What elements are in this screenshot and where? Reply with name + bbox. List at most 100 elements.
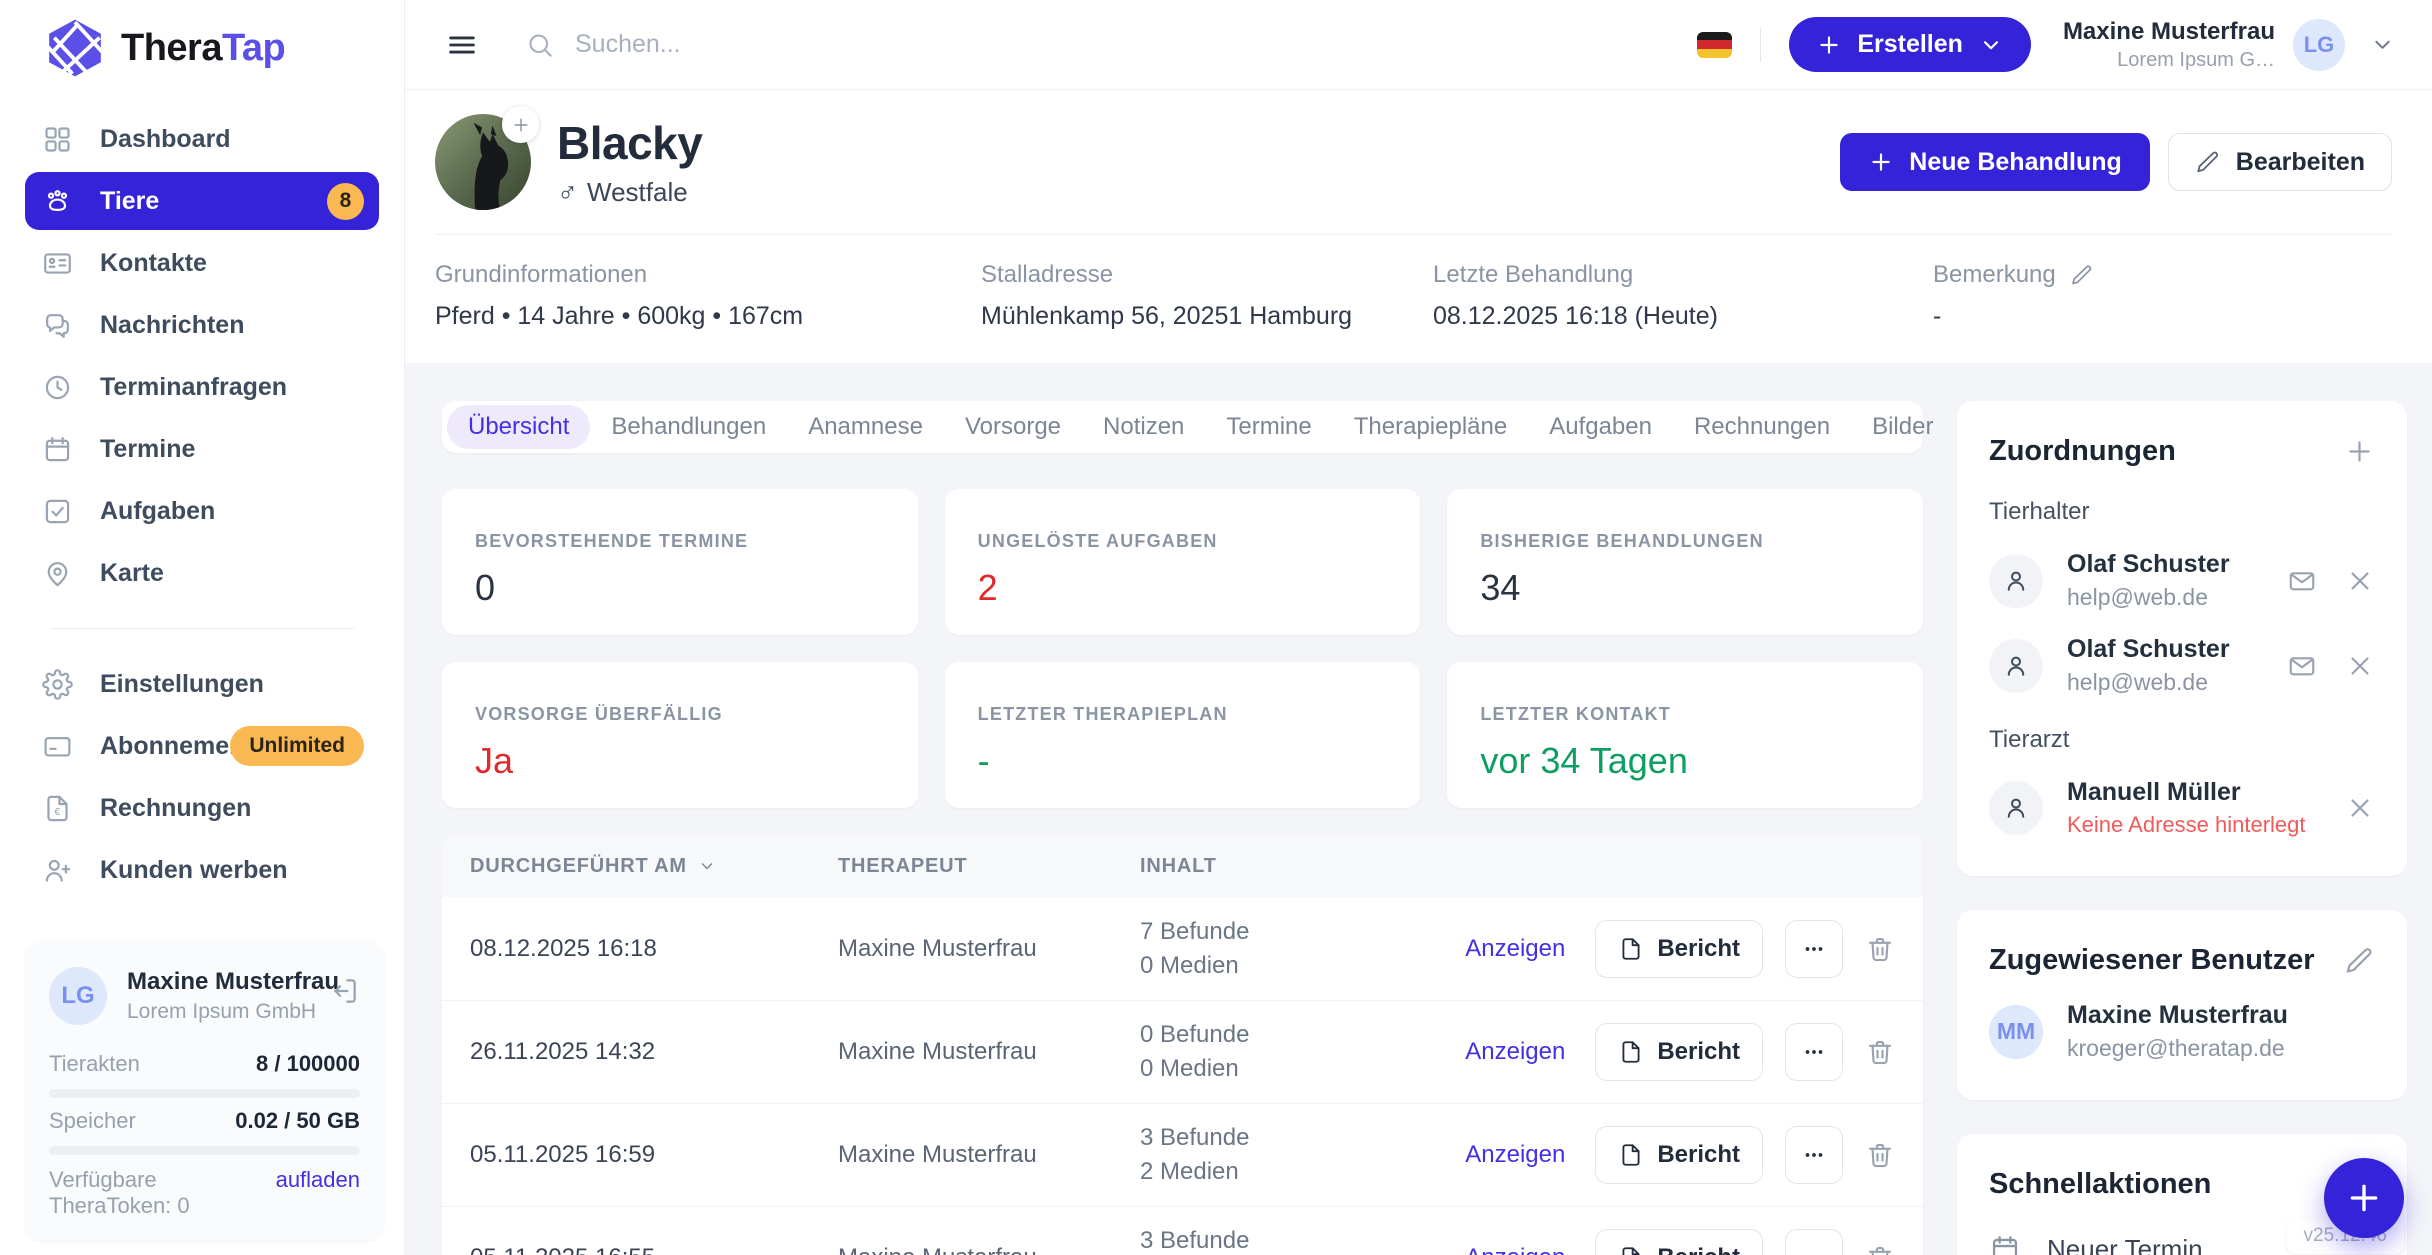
stat-label: UNGELÖSTE AUFGABEN xyxy=(977,531,1218,551)
remove-icon[interactable] xyxy=(2345,651,2375,681)
view-link[interactable]: Anzeigen xyxy=(1465,1141,1566,1168)
sidebar-item-rechnungen[interactable]: Rechnungen xyxy=(25,779,379,837)
tierakten-value: 8 / 100000 xyxy=(256,1051,360,1076)
medien-count: 0 Medien xyxy=(1140,951,1239,979)
patient-tabs: Übersicht Behandlungen Anamnese Vorsorge… xyxy=(442,401,2213,453)
more-actions-button[interactable] xyxy=(1785,1023,1843,1081)
stat-cards-row-1: BEVORSTEHENDE TERMINE 0 UNGELÖSTE AUFGAB… xyxy=(442,489,1924,635)
stat-value: vor 34 Tagen xyxy=(1480,740,1688,781)
logout-icon[interactable] xyxy=(328,975,360,1007)
stat-card-kontakt: LETZTER KONTAKT vor 34 Tagen xyxy=(1447,662,1924,808)
quick-action-new-appointment[interactable]: Neuer Termin xyxy=(1989,1233,2375,1255)
stat-label: VORSORGE ÜBERFÄLLIG xyxy=(475,704,723,724)
pencil-icon[interactable] xyxy=(2070,263,2094,287)
tab-therapieplaene[interactable]: Therapiepläne xyxy=(1353,413,1508,440)
sidebar-item-nachrichten[interactable]: Nachrichten xyxy=(25,296,379,354)
remove-icon[interactable] xyxy=(2345,566,2375,596)
tab-bilder[interactable]: Bilder xyxy=(1872,413,1934,440)
cell-therapeut: Maxine Musterfrau xyxy=(838,934,1037,962)
sidebar-item-termine[interactable]: Termine xyxy=(25,420,379,478)
treatments-table: DURCHGEFÜHRT AM THERAPEUT INHALT 08.12.2… xyxy=(442,835,1923,1255)
mail-icon[interactable] xyxy=(2287,651,2317,681)
more-actions-button[interactable] xyxy=(1785,1229,1843,1255)
sort-chevron-icon[interactable] xyxy=(697,856,717,876)
trash-icon[interactable] xyxy=(1865,1140,1895,1170)
content-area: Übersicht Behandlungen Anamnese Vorsorge… xyxy=(405,363,2432,1255)
more-actions-button[interactable] xyxy=(1785,919,1843,978)
table-row: 05.11.2025 16:59 Maxine Musterfrau 3 Bef… xyxy=(442,1103,1923,1206)
brand-logo[interactable]: TheraTap xyxy=(0,0,404,96)
pencil-icon[interactable] xyxy=(2344,945,2375,976)
pencil-icon xyxy=(2195,149,2221,175)
remove-icon[interactable] xyxy=(2345,793,2375,823)
floating-add-button[interactable] xyxy=(2324,1158,2404,1238)
info-label: Letzte Behandlung xyxy=(1433,261,1634,288)
tab-termine[interactable]: Termine xyxy=(1226,413,1312,440)
stat-value: 2 xyxy=(977,567,998,608)
panel-title: Schnellaktionen xyxy=(1989,1168,2212,1200)
panel-title: Zugewiesener Benutzer xyxy=(1989,944,2315,976)
tab-vorsorge[interactable]: Vorsorge xyxy=(964,413,1062,440)
sidebar-item-abonnement[interactable]: Abonnement Unlimited xyxy=(25,717,379,775)
language-flag-german[interactable] xyxy=(1697,31,1733,58)
chevron-down-icon[interactable] xyxy=(2369,31,2396,58)
cell-date: 05.11.2025 16:55 xyxy=(470,1244,838,1255)
sidebar-item-kontakte[interactable]: Kontakte xyxy=(25,234,379,292)
tab-uebersicht[interactable]: Übersicht xyxy=(447,405,591,449)
sidebar-item-einstellungen[interactable]: Einstellungen xyxy=(25,655,379,713)
view-link[interactable]: Anzeigen xyxy=(1465,1244,1565,1255)
column-header-date[interactable]: DURCHGEFÜHRT AM xyxy=(470,854,687,877)
user-menu[interactable]: Maxine Musterfrau Lorem Ipsum G… LG xyxy=(2063,18,2396,72)
main-area: Erstellen Maxine Musterfrau Lorem Ipsum … xyxy=(405,0,2432,1255)
patient-breed: ♂ Westfale xyxy=(557,177,702,209)
contact-card-icon xyxy=(42,248,73,279)
report-button[interactable]: Bericht xyxy=(1595,1229,1763,1255)
tab-notizen[interactable]: Notizen xyxy=(1103,413,1185,440)
tab-rechnungen[interactable]: Rechnungen xyxy=(1693,413,1831,440)
tab-anamnese[interactable]: Anamnese xyxy=(808,413,923,440)
upload-photo-button[interactable] xyxy=(502,106,539,143)
more-actions-button[interactable] xyxy=(1785,1126,1843,1184)
search-input[interactable] xyxy=(575,30,1075,59)
create-button[interactable]: Erstellen xyxy=(1789,17,2031,72)
trash-icon[interactable] xyxy=(1865,1243,1895,1255)
contact-name: Maxine Musterfrau xyxy=(2067,1001,2288,1029)
tokens-topup-link[interactable]: aufladen xyxy=(275,1167,360,1192)
sidebar-item-terminanfragen[interactable]: Terminanfragen xyxy=(25,358,379,416)
contact-row: MM Maxine Musterfrau kroeger@theratap.de xyxy=(1989,1001,2375,1062)
sidebar-item-karte[interactable]: Karte xyxy=(25,544,379,602)
trash-icon[interactable] xyxy=(1865,1037,1895,1067)
new-treatment-button[interactable]: Neue Behandlung xyxy=(1840,133,2150,191)
contact-name: Manuell Müller xyxy=(2067,778,2241,806)
global-search xyxy=(525,30,1697,60)
map-pin-icon xyxy=(42,558,73,589)
edit-button-label: Bearbeiten xyxy=(2235,147,2365,176)
report-button[interactable]: Bericht xyxy=(1595,1023,1763,1081)
stat-value: - xyxy=(977,740,990,781)
trash-icon[interactable] xyxy=(1865,934,1895,964)
dashboard-icon xyxy=(42,124,73,155)
info-label: Grundinformationen xyxy=(435,261,648,288)
sidebar-item-kunden-werben[interactable]: Kunden werben xyxy=(25,841,379,899)
sidebar-item-dashboard[interactable]: Dashboard xyxy=(25,110,379,168)
report-button[interactable]: Bericht xyxy=(1595,1126,1763,1184)
view-link[interactable]: Anzeigen xyxy=(1465,1038,1566,1065)
tab-behandlungen[interactable]: Behandlungen xyxy=(611,413,767,440)
mail-icon[interactable] xyxy=(2287,566,2317,596)
sidebar-item-tiere[interactable]: Tiere 8 xyxy=(25,172,379,230)
cell-inhalt: 7 Befunde 0 Medien xyxy=(1140,915,1465,982)
report-button[interactable]: Bericht xyxy=(1595,919,1763,978)
unlimited-badge: Unlimited xyxy=(230,726,364,766)
clock-icon xyxy=(42,372,73,403)
hamburger-menu-icon[interactable] xyxy=(445,28,479,62)
sidebar: TheraTap Dashboard Tiere 8 Kontakte Nach… xyxy=(0,0,405,1255)
avatar: LG xyxy=(49,967,107,1025)
edit-button[interactable]: Bearbeiten xyxy=(2167,133,2392,191)
stat-card-vorsorge: VORSORGE ÜBERFÄLLIG Ja xyxy=(442,662,918,808)
tab-aufgaben[interactable]: Aufgaben xyxy=(1549,413,1652,440)
info-value: - xyxy=(1933,302,1942,330)
sidebar-item-aufgaben[interactable]: Aufgaben xyxy=(25,482,379,540)
befunde-count: 7 Befunde xyxy=(1140,917,1250,945)
view-link[interactable]: Anzeigen xyxy=(1465,934,1566,962)
add-assignment-icon[interactable] xyxy=(2344,436,2375,467)
